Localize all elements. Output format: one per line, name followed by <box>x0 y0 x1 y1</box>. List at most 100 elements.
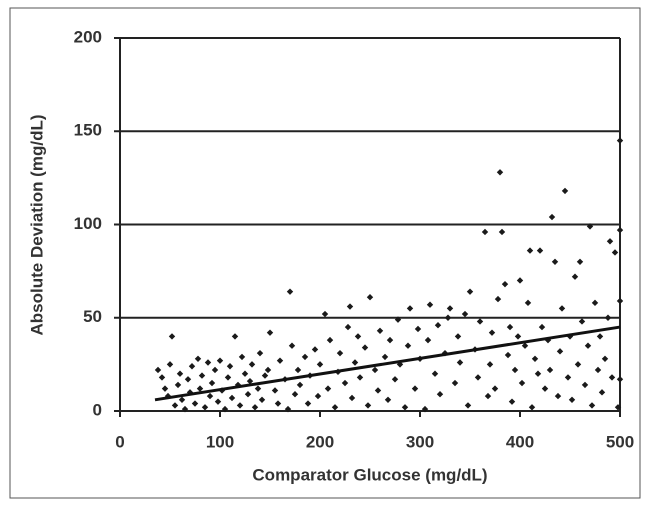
point <box>174 381 182 389</box>
point <box>224 374 232 381</box>
point <box>311 346 319 353</box>
point <box>356 374 364 381</box>
point <box>161 385 169 392</box>
point <box>531 355 539 362</box>
point <box>608 374 616 381</box>
point <box>248 361 256 368</box>
point <box>414 325 422 333</box>
point <box>556 348 564 355</box>
point <box>474 374 482 381</box>
point <box>341 379 349 387</box>
point <box>366 294 374 301</box>
point <box>194 355 202 362</box>
point <box>554 392 562 400</box>
point <box>496 169 504 176</box>
point <box>381 353 389 361</box>
point <box>588 402 596 409</box>
point <box>524 299 532 307</box>
point <box>538 323 546 331</box>
point <box>604 314 612 321</box>
point <box>434 322 442 329</box>
point <box>454 333 462 340</box>
point <box>236 402 244 409</box>
point <box>168 333 176 340</box>
point <box>498 228 506 236</box>
point <box>264 366 272 374</box>
point <box>321 310 329 318</box>
point <box>331 404 339 411</box>
point <box>596 333 604 340</box>
point <box>461 310 469 318</box>
point <box>284 405 292 413</box>
point <box>154 366 162 374</box>
point <box>506 323 514 331</box>
point <box>384 396 392 404</box>
point <box>586 223 594 230</box>
y-tick-label: 50 <box>83 307 102 326</box>
point <box>166 361 174 368</box>
point <box>206 392 214 400</box>
point <box>526 247 534 254</box>
point <box>481 228 489 236</box>
point <box>616 297 624 305</box>
point <box>578 318 586 325</box>
point <box>546 366 554 374</box>
point <box>211 366 219 374</box>
point <box>354 333 362 340</box>
point <box>184 376 192 383</box>
point <box>446 305 454 312</box>
point <box>196 385 204 392</box>
point <box>216 357 224 364</box>
x-tick-label: 100 <box>206 432 234 451</box>
point <box>201 404 209 411</box>
point <box>391 376 399 383</box>
point <box>521 342 529 349</box>
point <box>208 379 216 387</box>
point <box>198 372 206 379</box>
point <box>304 400 312 407</box>
x-tick-label: 400 <box>506 432 534 451</box>
point <box>336 349 344 357</box>
y-axis-label: Absolute Deviation (mg/dL) <box>27 115 46 336</box>
point <box>504 351 512 359</box>
point <box>616 376 624 383</box>
point <box>294 366 302 374</box>
point <box>238 353 246 361</box>
point <box>401 404 409 411</box>
point <box>611 249 619 256</box>
point <box>564 374 572 381</box>
point <box>464 402 472 409</box>
point <box>571 273 579 280</box>
x-tick-label: 0 <box>115 432 124 451</box>
point <box>276 357 284 364</box>
point <box>406 305 414 312</box>
point <box>536 247 544 254</box>
point <box>591 299 599 307</box>
point <box>246 377 254 385</box>
point <box>581 381 589 389</box>
point <box>576 258 584 265</box>
point <box>616 137 624 144</box>
point <box>178 396 186 404</box>
point <box>601 355 609 362</box>
point <box>516 277 524 284</box>
y-tick-label: 0 <box>93 400 102 419</box>
point <box>511 366 519 374</box>
point <box>231 333 239 340</box>
point <box>274 400 282 407</box>
point <box>444 314 452 321</box>
point <box>221 405 229 413</box>
point <box>476 318 484 325</box>
frame <box>9 7 641 499</box>
point <box>528 404 536 411</box>
point <box>491 385 499 392</box>
point <box>436 391 444 398</box>
point <box>241 370 249 377</box>
point <box>501 280 509 288</box>
point <box>494 295 502 303</box>
x-axis-label: Comparator Glucose (mg/dL) <box>252 465 487 484</box>
point <box>271 387 279 394</box>
x-tick-label: 500 <box>606 432 634 451</box>
point <box>291 391 299 398</box>
